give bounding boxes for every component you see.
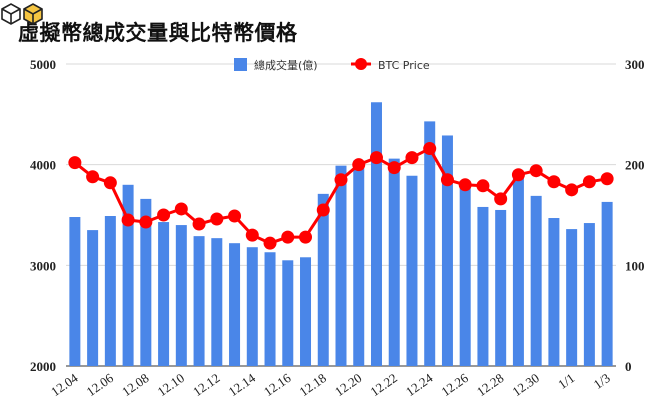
- btc-price-point: [68, 156, 82, 170]
- btc-price-point: [582, 175, 596, 189]
- btc-price-point: [174, 202, 188, 216]
- btc-price-point: [387, 161, 401, 175]
- y-right-tick-label: 100: [625, 258, 645, 273]
- btc-price-points: [68, 142, 614, 250]
- btc-price-point: [86, 170, 100, 184]
- volume-bar: [495, 209, 507, 366]
- volume-bar: [459, 180, 471, 366]
- volume-bar: [175, 225, 187, 366]
- x-tick-label: 12.26: [438, 370, 471, 399]
- btc-price-point: [316, 203, 330, 217]
- volume-bar: [87, 230, 99, 366]
- btc-price-point: [121, 213, 135, 227]
- chart-legend: 總成交量(億) BTC Price: [234, 58, 430, 72]
- volume-bar: [193, 236, 205, 366]
- x-tick-label: 12.20: [332, 370, 365, 399]
- x-tick-label: 12.06: [84, 370, 117, 399]
- y-left-tick-label: 4000: [30, 158, 56, 173]
- volume-bar: [601, 201, 613, 366]
- x-tick-label: 12.30: [509, 370, 542, 399]
- volume-bar: [441, 135, 453, 366]
- volume-bar: [370, 102, 382, 367]
- btc-price-point: [600, 172, 614, 186]
- volume-bar: [566, 229, 578, 366]
- y-left-tick-label: 3000: [30, 258, 56, 273]
- volume-bar: [424, 121, 436, 366]
- x-tick-label: 1/3: [591, 370, 613, 392]
- btc-price-point: [405, 151, 419, 165]
- volume-bar: [530, 195, 542, 366]
- btc-price-point: [299, 230, 313, 244]
- btc-price-point: [228, 209, 242, 223]
- btc-price-point: [547, 175, 561, 189]
- btc-price-point: [476, 179, 490, 193]
- x-tick-label: 12.24: [403, 370, 436, 399]
- x-tick-label: 12.28: [474, 370, 507, 399]
- btc-price-point: [565, 183, 579, 197]
- btc-price-point: [192, 217, 206, 231]
- volume-bar: [406, 175, 418, 366]
- volume-bar: [140, 198, 152, 366]
- volume-bar: [282, 260, 294, 366]
- btc-price-point: [440, 173, 454, 187]
- x-tick-label: 12.16: [261, 370, 294, 399]
- btc-price-point: [245, 228, 259, 242]
- volume-bar: [211, 238, 223, 366]
- btc-price-point: [494, 192, 508, 206]
- volume-bar: [300, 257, 312, 366]
- legend-label-btc: BTC Price: [378, 59, 430, 72]
- btc-price-point: [334, 173, 348, 187]
- y-right-tick-label: 0: [625, 359, 632, 374]
- btc-price-point: [423, 142, 437, 156]
- volume-bars: [69, 102, 613, 367]
- x-tick-label: 12.10: [154, 370, 187, 399]
- volume-bar: [246, 247, 258, 366]
- watermark-logo: [1, 3, 43, 25]
- volume-bar: [317, 193, 329, 366]
- btc-price-point: [529, 164, 543, 178]
- btc-price-point: [458, 178, 472, 192]
- legend-label-volume: 總成交量(億): [254, 58, 318, 72]
- legend-marker-btc: [355, 58, 367, 70]
- y-right-tick-label: 300: [625, 57, 645, 72]
- btc-price-point: [511, 168, 525, 182]
- btc-price-point: [281, 230, 295, 244]
- volume-bar: [264, 252, 276, 366]
- x-tick-label: 12.18: [296, 370, 329, 399]
- btc-price-point: [210, 212, 224, 226]
- volume-bar: [69, 217, 81, 366]
- legend-swatch-volume: [234, 58, 247, 71]
- volume-bar: [388, 158, 400, 366]
- x-tick-label: 12.22: [367, 370, 400, 399]
- x-tick-label: 12.04: [48, 370, 81, 399]
- volume-bar: [583, 223, 595, 366]
- y-left-tick-label: 2000: [30, 359, 56, 374]
- x-tick-label: 12.14: [225, 370, 258, 399]
- btc-price-point: [139, 215, 153, 229]
- btc-price-point: [352, 158, 366, 172]
- x-tick-label: 1/1: [555, 370, 577, 392]
- volume-bar: [512, 177, 524, 366]
- volume-bar: [548, 218, 560, 366]
- btc-price-point: [157, 208, 171, 222]
- volume-bar: [477, 206, 489, 366]
- x-tick-label: 12.12: [190, 370, 223, 399]
- chart-title: 虛擬幣總成交量與比特幣價格: [18, 21, 298, 45]
- volume-bar: [158, 222, 170, 366]
- btc-price-point: [103, 176, 117, 190]
- volume-bar: [122, 184, 134, 366]
- volume-bar: [335, 165, 347, 366]
- x-tick-label: 12.08: [119, 370, 152, 399]
- volume-bar: [353, 160, 365, 366]
- btc-price-point: [263, 236, 277, 250]
- volume-bar: [104, 216, 116, 366]
- y-left-tick-label: 5000: [30, 57, 56, 72]
- y-right-tick-label: 200: [625, 158, 645, 173]
- btc-price-point: [369, 151, 383, 165]
- volume-bar: [229, 243, 241, 366]
